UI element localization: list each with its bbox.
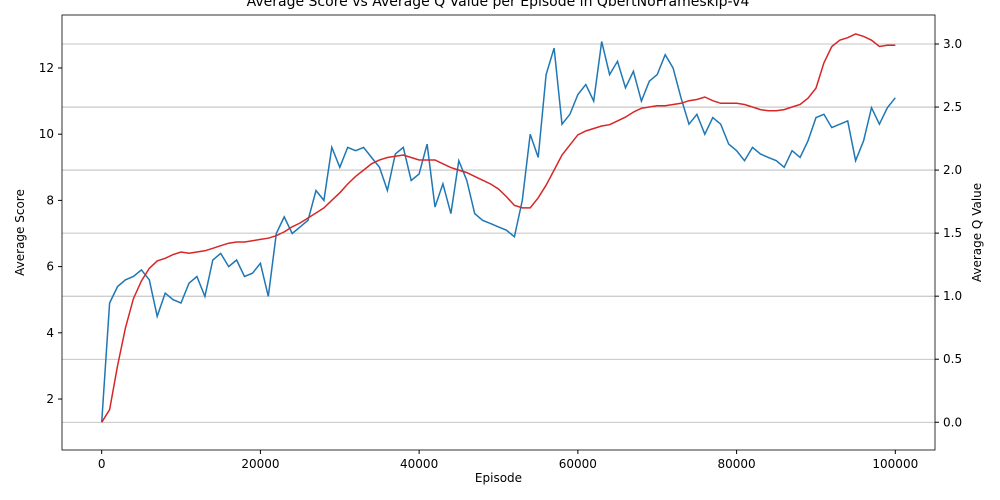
series-line: [101, 33, 896, 423]
y-tick-label: 2: [46, 392, 54, 406]
x-tick-label: 60000: [559, 457, 597, 471]
y2-tick-label: 0.5: [943, 352, 962, 366]
x-tick-label: 80000: [717, 457, 755, 471]
x-tick-label: 0: [98, 457, 106, 471]
y2-tick-label: 1.5: [943, 226, 962, 240]
chart-title: Average Score vs Average Q Value per Epi…: [247, 0, 750, 10]
y-tick-label: 6: [46, 260, 54, 274]
x-tick-label: 100000: [872, 457, 918, 471]
y2-tick-label: 2.0: [943, 163, 962, 177]
y2-tick-label: 1.0: [943, 289, 962, 303]
y-tick-label: 4: [46, 326, 54, 340]
x-axis-label: Episode: [475, 471, 522, 485]
y-tick-label: 10: [39, 127, 54, 141]
y-tick-label: 8: [46, 193, 54, 207]
plot-frame: [61, 14, 936, 451]
y-axis-label: Average Score: [13, 189, 27, 276]
series-line: [100, 41, 896, 423]
y2-tick-label: 2.5: [943, 100, 962, 114]
y2-axis-label: Average Q Value: [970, 183, 984, 282]
x-tick-label: 20000: [241, 457, 279, 471]
y2-tick-label: 3.0: [943, 37, 962, 51]
y2-tick-label: 0.0: [943, 415, 962, 429]
x-tick-label: 40000: [400, 457, 438, 471]
y-tick-label: 12: [39, 61, 54, 75]
